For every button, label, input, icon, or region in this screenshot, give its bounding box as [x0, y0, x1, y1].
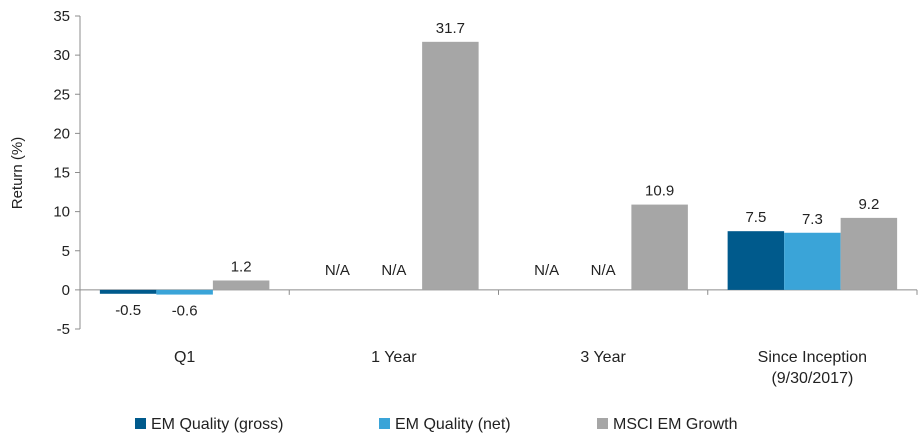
category-label: 1 Year: [371, 349, 417, 366]
y-tick-label: 35: [53, 8, 70, 25]
bar: [156, 289, 213, 295]
bar: [422, 41, 479, 290]
legend-swatch: [379, 418, 390, 429]
y-tick-label: 10: [53, 204, 70, 221]
category-label-line: 1 Year: [371, 349, 417, 366]
bar: [727, 231, 785, 290]
data-label: 31.7: [436, 20, 465, 37]
data-label: 7.3: [802, 211, 823, 228]
bar: [99, 289, 157, 294]
bar: [784, 232, 841, 290]
data-label: 9.2: [858, 196, 879, 213]
data-labels: -0.5 N/A N/A 7.5 -0.6 N/A N/A 7.3 1.2 31.7 10.9 9.2: [115, 20, 879, 320]
data-label: 7.5: [745, 209, 766, 226]
category-label-line: (9/30/2017): [771, 370, 853, 387]
legend-label: MSCI EM Growth: [613, 416, 737, 433]
category-label: Since Inception (9/30/2017): [758, 349, 867, 387]
y-tick-label: 25: [53, 86, 70, 103]
legend-swatch: [135, 418, 146, 429]
y-tick-label: 5: [62, 243, 70, 260]
bar: [631, 204, 688, 290]
y-tick-label: -5: [57, 321, 70, 338]
data-label: -0.6: [172, 303, 198, 320]
y-tick-label: 30: [53, 47, 70, 64]
category-label-line: Q1: [174, 349, 195, 366]
bar: [212, 280, 270, 290]
category-label-line: 3 Year: [580, 349, 626, 366]
data-label: -0.5: [115, 302, 141, 319]
bars: [99, 41, 898, 295]
category-label-line: Since Inception: [758, 349, 867, 366]
y-tick-label: 15: [53, 165, 70, 182]
bar: [840, 217, 898, 290]
legend-label: EM Quality (gross): [151, 416, 283, 433]
data-label: N/A: [381, 262, 406, 279]
data-label: 1.2: [231, 258, 252, 275]
legend-label: EM Quality (net): [395, 416, 511, 433]
y-axis-title: Return (%): [9, 137, 26, 210]
data-label: N/A: [534, 262, 559, 279]
y-axis: -5 0 5 10 15 20 25 30 35: [53, 8, 81, 338]
x-axis: Q1 1 Year 3 Year Since Inception (9/30/2017): [79, 289, 918, 387]
category-label: Q1: [174, 349, 195, 366]
y-tick-label: 20: [53, 125, 70, 142]
data-label: N/A: [591, 262, 616, 279]
data-label: N/A: [325, 262, 350, 279]
legend-swatch: [597, 418, 608, 429]
data-label: 10.9: [645, 183, 674, 200]
category-label: 3 Year: [580, 349, 626, 366]
legend: EM Quality (gross) EM Quality (net) MSCI E…: [135, 416, 737, 433]
y-tick-label: 0: [62, 282, 70, 299]
